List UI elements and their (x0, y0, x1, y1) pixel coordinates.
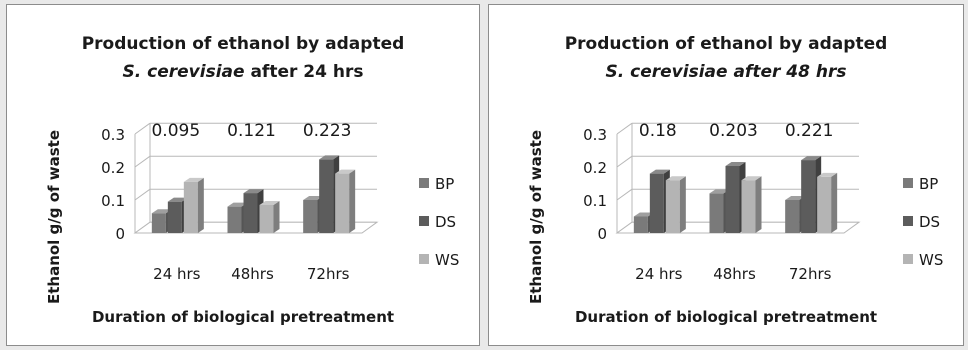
data-label: 0.221 (785, 121, 834, 141)
bar-ws-1 (741, 176, 762, 233)
gridline-side (134, 155, 151, 168)
legend-label-ds: DS (919, 213, 940, 231)
chart-title-line1: Production of ethanol by adapted (565, 34, 888, 54)
chart-title-line1: Production of ethanol by adapted (82, 34, 405, 54)
y-tick-label: 0.2 (101, 159, 125, 177)
y-axis-label: Ethanol g/g of waste (527, 130, 545, 304)
y-tick-label: 0.2 (583, 159, 607, 177)
legend-label-ws: WS (435, 251, 459, 269)
legend-swatch-ds (903, 216, 913, 226)
chart-svg-2: Production of ethanol by adapted S. cere… (527, 34, 943, 326)
gridline-side (134, 122, 151, 135)
y-tick-label: 0.3 (583, 126, 607, 144)
x-tick-label: 24 hrs (153, 265, 201, 283)
x-tick-label: 72hrs (789, 265, 832, 283)
legend-swatch-ws (419, 254, 429, 264)
data-label: 0.223 (303, 121, 352, 141)
x-tick-label: 48hrs (713, 265, 756, 283)
plot-area-2: 0.3 0.2 0.1 0 24 hrs 48hrs 72hrs 0.18 0.203 0.221 (583, 121, 861, 283)
legend-1: BP DS WS (419, 175, 459, 269)
legend-swatch-ds (419, 216, 429, 226)
x-tick-label: 72hrs (307, 265, 350, 283)
x-tick-label: 24 hrs (635, 265, 683, 283)
chart-title-species: S. cerevisiae after 48 hrs (606, 62, 847, 82)
chart-title-species: S. cerevisiae (123, 62, 245, 82)
bar-ws-0 (183, 177, 204, 233)
data-label: 0.095 (151, 121, 200, 141)
gridline-side (616, 188, 633, 201)
legend-swatch-ws (903, 254, 913, 264)
x-tick-label: 48hrs (231, 265, 274, 283)
legend-label-bp: BP (919, 175, 938, 193)
x-axis-label: Duration of biological pretreatment (575, 308, 877, 326)
legend-2: BP DS WS (903, 175, 943, 269)
data-label: 0.203 (709, 121, 758, 141)
y-tick-label: 0.1 (583, 192, 607, 210)
y-tick-label: 0.3 (101, 126, 125, 144)
chart-svg-1: Production of ethanol by adapted S. cere… (45, 34, 459, 326)
chart-title-rest: after 24 hrs (245, 62, 364, 82)
x-axis-label: Duration of biological pretreatment (92, 308, 394, 326)
legend-swatch-bp (419, 178, 429, 188)
bar-ws-2 (335, 169, 356, 233)
chart-title-line2: S. cerevisiae after 24 hrs (123, 62, 364, 82)
legend-label-bp: BP (435, 175, 454, 193)
bar-ws-2 (817, 172, 838, 233)
chart-panel-2: Production of ethanol by adapted S. cere… (488, 4, 964, 346)
chart-panel-1: Production of ethanol by adapted S. cere… (6, 4, 480, 346)
gridline-side (134, 188, 151, 201)
data-label: 0.18 (639, 121, 677, 141)
data-label: 0.121 (227, 121, 276, 141)
y-tick-label: 0 (115, 225, 125, 243)
bar-ws-0 (665, 176, 686, 233)
gridline-side (616, 155, 633, 168)
legend-label-ws: WS (919, 251, 943, 269)
gridline-side (616, 122, 633, 135)
chart-title-line2: S. cerevisiae after 48 hrs (606, 62, 847, 82)
legend-label-ds: DS (435, 213, 456, 231)
plot-area-1: 0.3 0.2 0.1 0 24 hrs 48hrs 72hrs 0.095 0.121 0.22… (101, 121, 379, 283)
legend-swatch-bp (903, 178, 913, 188)
bar-ws-1 (259, 200, 280, 233)
y-axis-label: Ethanol g/g of waste (45, 130, 63, 304)
y-tick-label: 0.1 (101, 192, 125, 210)
y-tick-label: 0 (597, 225, 607, 243)
